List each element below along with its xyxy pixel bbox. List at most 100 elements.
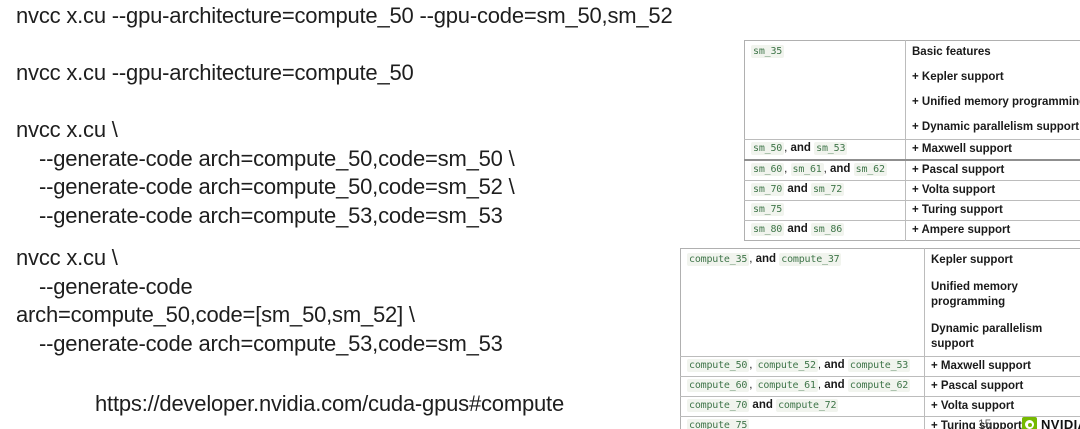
- code-line: --generate-code arch=compute_50,code=sm_…: [39, 174, 515, 199]
- arch-code-chip: compute_60: [687, 379, 750, 392]
- nvcc-command-line-1: nvcc x.cu --gpu-architecture=compute_50 …: [16, 2, 673, 31]
- feature-line: Dynamic parallelism support: [931, 323, 1043, 350]
- arch-code-chip: compute_37: [779, 253, 842, 266]
- features-cell: + Volta support: [924, 396, 1080, 417]
- cuda-gpus-link[interactable]: https://developer.nvidia.com/cuda-gpus#c…: [95, 391, 564, 416]
- arch-code-chip: compute_53: [847, 359, 911, 372]
- conjunction-text: and: [787, 183, 808, 195]
- separator-text: ,: [749, 379, 756, 391]
- features-cell: + Ampere support: [905, 220, 1080, 241]
- arch-code-chip: compute_62: [847, 379, 911, 392]
- features-cell: + Pascal support: [924, 376, 1080, 397]
- arch-codes-cell: sm_35: [744, 40, 906, 140]
- conjunction-text: and: [790, 142, 811, 154]
- code-line: --generate-code arch=compute_53,code=sm_…: [39, 330, 503, 356]
- feature-line: + Unified memory programming: [912, 96, 1080, 108]
- feature-line: + Maxwell support: [931, 360, 1032, 372]
- table-row: compute_50, compute_52, and compute_53 + …: [680, 356, 1080, 377]
- nvcc-command-block-4: nvcc x.cu \ --generate-code arch=compute_5…: [16, 244, 503, 358]
- separator-text: ,: [817, 379, 825, 391]
- conjunction-text: and: [752, 399, 773, 411]
- arch-codes-cell: compute_60, compute_61, and compute_62: [680, 376, 925, 397]
- code-line: nvcc x.cu --gpu-architecture=compute_50 …: [16, 3, 673, 28]
- code-line: --generate-code arch=compute_53,code=sm_…: [39, 202, 503, 228]
- features-cell: + Volta support: [905, 180, 1080, 201]
- table-row: sm_50, and sm_53 + Maxwell support: [744, 139, 1080, 160]
- feature-line: Kepler support: [931, 254, 1013, 266]
- arch-code-chip: sm_35: [751, 45, 785, 58]
- separator-text: ,: [749, 359, 756, 371]
- separator-text: ,: [784, 163, 791, 175]
- conjunction-text: and: [824, 379, 845, 391]
- features-cell: + Maxwell support: [905, 139, 1080, 160]
- nvcc-command-line-2: nvcc x.cu --gpu-architecture=compute_50: [16, 59, 414, 88]
- feature-line: + Turing support: [912, 204, 1003, 216]
- separator-text: ,: [784, 142, 791, 154]
- arch-code-chip: compute_50: [687, 359, 750, 372]
- arch-codes-cell: sm_60, sm_61, and sm_62: [744, 159, 906, 181]
- separator-text: ,: [749, 253, 756, 265]
- arch-code-chip: sm_80: [751, 223, 785, 236]
- table-row: compute_60, compute_61, and compute_62 + …: [680, 376, 1080, 397]
- arch-code-chip: sm_62: [853, 163, 887, 176]
- arch-codes-cell: compute_75: [680, 416, 925, 429]
- conjunction-text: and: [755, 253, 777, 265]
- table-row: compute_35, and compute_37 Kepler support…: [680, 248, 1080, 357]
- table-row: sm_35 Basic features + Kepler support + Uni…: [744, 40, 1080, 140]
- arch-codes-cell: sm_50, and sm_53: [744, 139, 906, 160]
- arch-code-chip: compute_35: [687, 253, 750, 266]
- features-cell: + Maxwell support: [924, 356, 1080, 377]
- code-line: nvcc x.cu \: [16, 117, 118, 142]
- code-line: --generate-code arch=compute_50,code=sm_…: [39, 145, 515, 171]
- conjunction-text: and: [824, 359, 845, 371]
- feature-line: + Pascal support: [912, 164, 1005, 176]
- arch-code-chip: sm_72: [810, 183, 845, 196]
- arch-code-chip: sm_70: [751, 183, 785, 196]
- arch-code-chip: sm_61: [790, 163, 824, 176]
- conjunction-text: and: [787, 223, 808, 235]
- feature-line: + Maxwell support: [912, 143, 1013, 155]
- arch-code-chip: sm_60: [751, 163, 785, 176]
- nvidia-logo-text: NVIDIA: [1041, 417, 1080, 429]
- arch-code-chip: compute_75: [687, 419, 750, 429]
- arch-code-chip: compute_70: [687, 399, 750, 412]
- arch-codes-cell: sm_70 and sm_72: [744, 180, 906, 201]
- arch-code-chip: compute_61: [755, 379, 818, 392]
- feature-line: Unified memory programming: [931, 281, 1018, 308]
- arch-code-chip: compute_52: [755, 359, 818, 372]
- separator-text: ,: [823, 163, 830, 175]
- feature-line: + Pascal support: [931, 380, 1024, 392]
- feature-line: Basic features: [912, 46, 991, 58]
- nvcc-command-block-3: nvcc x.cu \ --generate-code arch=compute_…: [16, 116, 515, 230]
- code-line: nvcc x.cu --gpu-architecture=compute_50: [16, 60, 414, 85]
- table-row: sm_60, sm_61, and sm_62 + Pascal support: [744, 159, 1080, 181]
- arch-code-chip: compute_72: [776, 399, 839, 412]
- page-number: 15: [978, 417, 992, 429]
- features-cell: + Pascal support: [905, 159, 1080, 181]
- arch-code-chip: sm_75: [751, 203, 785, 216]
- feature-line: + Volta support: [912, 184, 996, 196]
- arch-code-chip: sm_86: [810, 223, 845, 236]
- feature-line: + Turing support: [931, 420, 1022, 429]
- table-row: sm_75 + Turing support: [744, 200, 1080, 221]
- nvidia-logo: NVIDIA: [1022, 417, 1080, 429]
- feature-line: + Volta support: [931, 400, 1015, 412]
- feature-line: + Kepler support: [912, 71, 1004, 83]
- conjunction-text: and: [830, 163, 851, 175]
- feature-line: + Dynamic parallelism support: [912, 121, 1080, 133]
- arch-codes-cell: compute_70 and compute_72: [680, 396, 925, 417]
- arch-code-chip: sm_53: [814, 142, 848, 155]
- table-row: compute_75 + Turing support: [680, 416, 1080, 429]
- table-row: sm_80 and sm_86 + Ampere support: [744, 220, 1080, 241]
- table-row: sm_70 and sm_72 + Volta support: [744, 180, 1080, 201]
- features-cell: + Turing support: [905, 200, 1080, 221]
- arch-codes-cell: compute_50, compute_52, and compute_53: [680, 356, 925, 377]
- table-row: compute_70 and compute_72 + Volta support: [680, 396, 1080, 417]
- features-cell: Kepler support Unified memory programming…: [925, 249, 1080, 357]
- arch-codes-cell: sm_75: [744, 200, 906, 221]
- arch-codes-cell: sm_80 and sm_86: [744, 220, 906, 241]
- code-line: arch=compute_50,code=[sm_50,sm_52] \: [16, 302, 415, 327]
- separator-text: ,: [817, 359, 825, 371]
- nvidia-eye-icon: [1022, 417, 1037, 429]
- feature-line: + Ampere support: [912, 224, 1011, 236]
